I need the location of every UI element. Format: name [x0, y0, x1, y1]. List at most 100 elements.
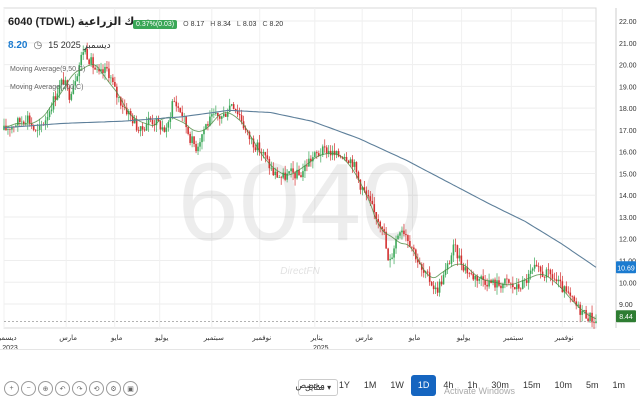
- candle-body: [464, 267, 467, 271]
- price-date: 15 2025 ديسمبر: [48, 40, 111, 50]
- candle-body: [252, 138, 255, 148]
- price-row: 8.20 ◷ 15 2025 ديسمبر: [8, 40, 111, 51]
- candle-body: [157, 118, 160, 122]
- candle-body: [547, 269, 550, 271]
- candle-body: [254, 147, 257, 151]
- candle-body: [519, 288, 522, 290]
- candle-body: [494, 279, 496, 288]
- style-label: ستايل: [305, 383, 325, 392]
- candle-body: [466, 267, 469, 274]
- candle-body: [359, 179, 362, 190]
- tf-button[interactable]: 1Y: [338, 380, 350, 390]
- tf-button[interactable]: 1M: [363, 380, 377, 390]
- tf-button[interactable]: 4h: [443, 380, 454, 390]
- candle-body: [215, 112, 217, 114]
- style-button[interactable]: ستايل ▾: [298, 379, 339, 396]
- candle-body: [248, 131, 251, 140]
- reset-icon[interactable]: ⟲: [89, 381, 104, 396]
- zoom-in-icon[interactable]: +: [4, 381, 19, 396]
- candle-body: [486, 284, 488, 287]
- tf-button[interactable]: 15m: [522, 380, 541, 390]
- candle-body: [462, 264, 465, 271]
- candle-body: [244, 128, 247, 131]
- candle-body: [38, 124, 41, 131]
- candle-body: [195, 144, 197, 152]
- x-tick-label: مارس: [355, 334, 373, 342]
- candle-body: [537, 266, 540, 268]
- custom-range-button[interactable]: مخصص: [295, 380, 325, 390]
- candle-body: [125, 107, 128, 115]
- candle-body: [151, 119, 154, 125]
- tf-button[interactable]: 10m: [554, 380, 572, 390]
- candle-body: [185, 115, 187, 128]
- watermark-brand: DirectFN: [280, 266, 320, 277]
- tf-button[interactable]: 5m: [585, 380, 599, 390]
- tf-button[interactable]: 30m: [491, 380, 509, 390]
- candle-body: [147, 117, 150, 125]
- candle-body: [80, 54, 83, 66]
- candle-body: [90, 57, 92, 64]
- price-chart[interactable]: 22.00 21.00 20.00 19.00 18.00 17.00 16.00 15.00…: [0, 0, 640, 350]
- candle-body: [56, 93, 59, 100]
- candle-body: [260, 152, 263, 154]
- candle-body: [278, 177, 281, 179]
- low-label: L: [236, 21, 241, 28]
- candle-body: [496, 280, 498, 288]
- ohlc-bar: 0.37%(0.03) O 8.17 H 8.34 L 8.03 C 8.20: [133, 20, 283, 29]
- divider: [0, 349, 640, 350]
- low-value: 8.03: [242, 21, 257, 28]
- x-tick-label: مارس: [59, 334, 77, 342]
- y-tick-label: 19.00: [619, 84, 637, 91]
- tf-button[interactable]: 1W: [390, 380, 404, 390]
- candle-body: [306, 165, 308, 167]
- camera-icon[interactable]: ▣: [123, 381, 138, 396]
- zoom-out-icon[interactable]: −: [21, 381, 36, 396]
- candle-body: [74, 81, 77, 86]
- tf-button[interactable]: 1h: [467, 380, 478, 390]
- symbol-code: 6040: [8, 16, 33, 28]
- candle-body: [335, 150, 338, 155]
- candle-body: [353, 162, 356, 167]
- candle-body: [557, 279, 560, 282]
- candle-body: [591, 312, 593, 323]
- candle-body: [555, 279, 558, 282]
- candle-body: [454, 244, 457, 246]
- candle-body: [177, 106, 180, 108]
- candle-body: [375, 212, 378, 220]
- y-tick-label: 13.00: [619, 215, 637, 222]
- tf-button[interactable]: 1m: [612, 380, 625, 390]
- candle-body: [120, 97, 122, 106]
- candle-body: [284, 172, 286, 180]
- crosshair-icon[interactable]: ⊕: [38, 381, 53, 396]
- indicator-label: Moving Average(9,50,C): [10, 66, 86, 73]
- undo-icon[interactable]: ↶: [55, 381, 70, 396]
- indicator-label: Moving Average(200,C): [10, 84, 84, 91]
- candle-body: [500, 285, 502, 289]
- candle-body: [203, 129, 205, 135]
- candle-body: [559, 279, 562, 282]
- settings-icon[interactable]: ⚙: [106, 381, 121, 396]
- candle-body: [549, 269, 552, 275]
- candle-body: [48, 111, 51, 118]
- candle-body: [193, 136, 195, 145]
- x-tick-label: ديسمبر: [0, 334, 17, 342]
- candle-body: [270, 167, 273, 169]
- candle-body: [207, 124, 209, 126]
- candle-body: [345, 156, 348, 161]
- candle-body: [159, 121, 162, 130]
- indicator-ma-short[interactable]: Moving Average(9,50,C): [10, 66, 85, 73]
- candle-body: [54, 96, 57, 100]
- candle-body: [139, 126, 142, 132]
- candle-body: [585, 310, 587, 319]
- candle-body: [381, 226, 383, 230]
- candle-body: [240, 115, 243, 122]
- candle-body: [533, 264, 536, 269]
- candle-body: [337, 150, 340, 157]
- candle-body: [173, 101, 176, 102]
- candle-body: [543, 276, 546, 278]
- last-close-price-tag-bg: [616, 310, 636, 323]
- tf-button-active[interactable]: 1D: [410, 375, 437, 396]
- redo-icon[interactable]: ↷: [72, 381, 87, 396]
- candle-body: [121, 105, 124, 107]
- indicator-ma-long[interactable]: Moving Average(200,C): [10, 84, 83, 91]
